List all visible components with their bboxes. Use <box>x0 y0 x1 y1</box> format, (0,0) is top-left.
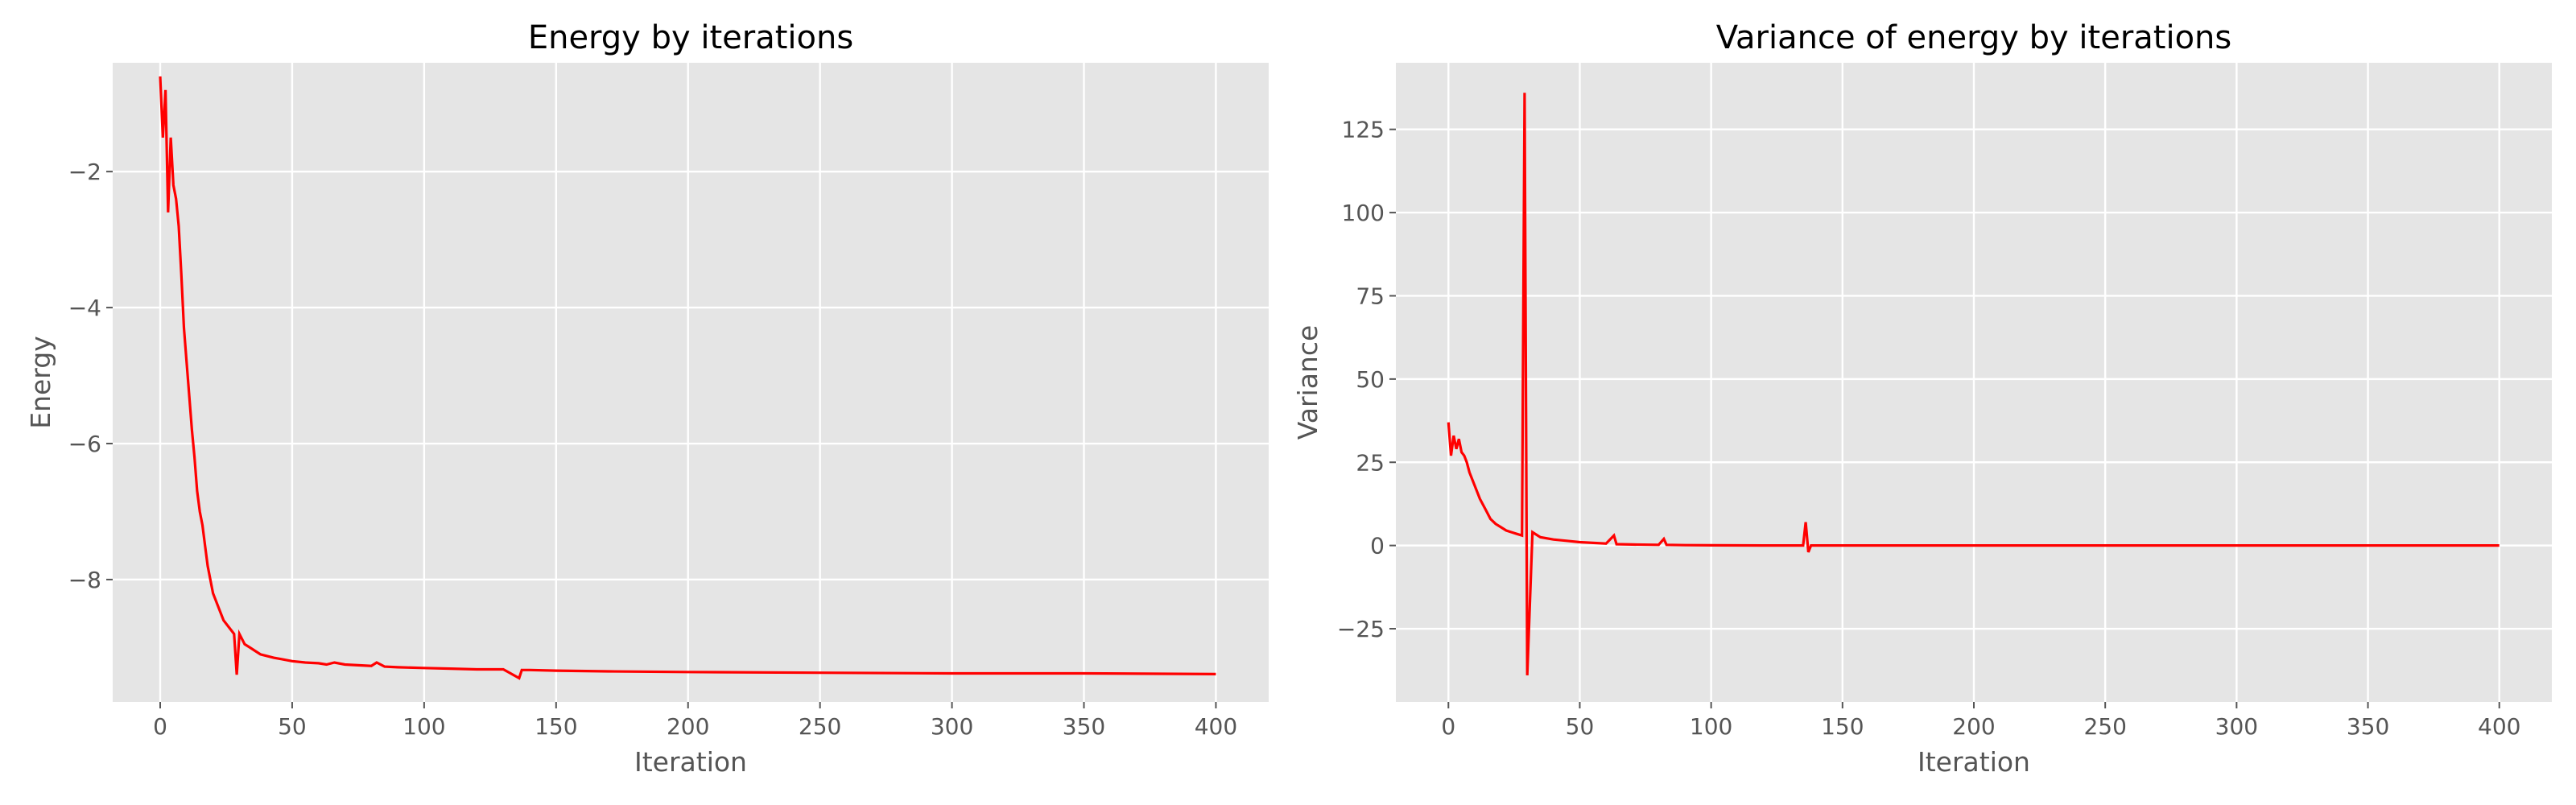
variance-y-axis-label: Variance <box>1292 325 1323 440</box>
energy-y-tick-label: −2 <box>68 159 101 185</box>
energy-x-tick-label: 350 <box>1063 713 1105 740</box>
energy-y-tick-label: −6 <box>68 431 101 457</box>
variance-x-tick-label: 50 <box>1566 713 1595 740</box>
variance-series-line <box>1447 93 2500 675</box>
variance-x-tick-label: 300 <box>2215 713 2258 740</box>
energy-grid <box>113 63 1269 702</box>
energy-y-tick-label: −8 <box>68 567 101 593</box>
variance-x-axis-label: Iteration <box>1918 746 2030 778</box>
variance-chart: 0 50 100 150 200 250 300 350 4001251007550250−25… <box>1292 19 2552 778</box>
energy-x-tick-label: 400 <box>1195 713 1237 740</box>
variance-chart-title: Variance of energy by iterations <box>1716 19 2231 56</box>
variance-y-tick-label: 25 <box>1356 449 1385 476</box>
energy-x-tick-label: 100 <box>402 713 445 740</box>
energy-x-tick-label: 0 <box>153 713 167 740</box>
variance-x-tick-label: 100 <box>1690 713 1732 740</box>
variance-y-tick-label: 75 <box>1356 283 1385 309</box>
variance-x-tick-label: 0 <box>1441 713 1455 740</box>
variance-grid <box>1396 63 2552 702</box>
variance-y-tick-label: 50 <box>1356 366 1385 393</box>
energy-x-tick-label: 150 <box>535 713 577 740</box>
variance-y-tick-label: 125 <box>1342 117 1385 143</box>
energy-chart: 0 50 100 150 200 250 300 350 400 −2 −4 −6 −8 Energy … <box>25 19 1269 778</box>
energy-chart-title: Energy by iterations <box>528 19 853 56</box>
variance-y-tick-label: 0 <box>1370 533 1385 559</box>
variance-x-tick-label: 350 <box>2347 713 2389 740</box>
energy-x-axis-label: Iteration <box>634 746 747 778</box>
energy-y-tick-label: −4 <box>68 295 101 321</box>
energy-x-tick-label: 250 <box>799 713 841 740</box>
energy-series-line <box>159 76 1216 680</box>
energy-y-axis-label: Energy <box>25 336 56 429</box>
variance-x-tick-label: 250 <box>2083 713 2126 740</box>
variance-x-tick-label: 400 <box>2478 713 2520 740</box>
variance-y-tick-label: −25 <box>1337 616 1385 642</box>
variance-x-tick-label: 150 <box>1821 713 1864 740</box>
energy-plot-area <box>113 63 1269 702</box>
variance-x-tick-label: 200 <box>1952 713 1995 740</box>
energy-x-tick-label: 50 <box>278 713 307 740</box>
variance-y-tick-label: 100 <box>1342 200 1385 226</box>
energy-x-tick-label: 200 <box>667 713 709 740</box>
energy-ticks: 0 50 100 150 200 250 300 350 400 −2 −4 −6 −8 <box>68 159 1237 740</box>
energy-x-tick-label: 300 <box>931 713 973 740</box>
